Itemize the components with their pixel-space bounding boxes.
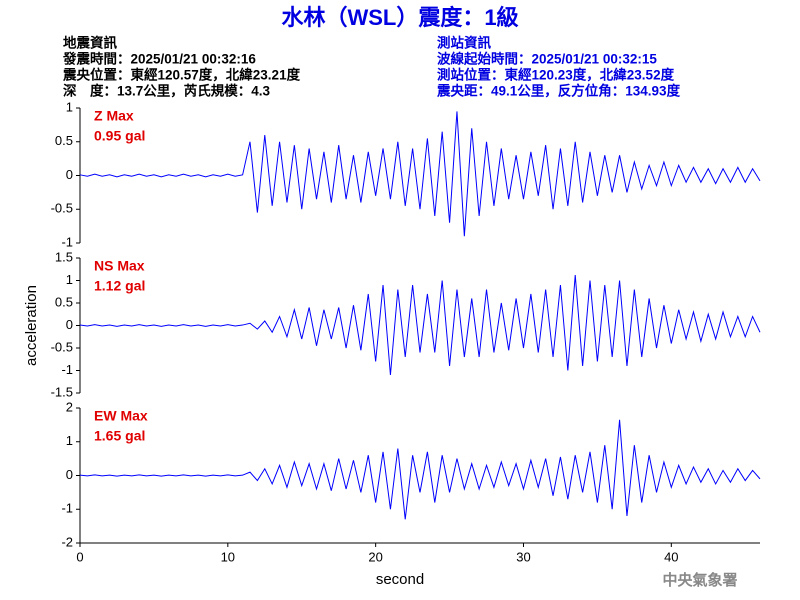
annotation: 1.65 gal — [94, 428, 145, 444]
x-tick-label: 10 — [221, 549, 235, 564]
info-line: 波線起始時間：2025/01/21 00:32:15 — [437, 51, 657, 67]
y-tick-label: 0 — [66, 317, 73, 332]
info-line: 震央位置：東經120.57度，北緯23.21度 — [62, 67, 301, 83]
info-line: 地震資訊 — [63, 35, 117, 51]
x-tick-label: 20 — [368, 549, 382, 564]
waveform — [79, 419, 761, 520]
y-tick-label: 0.5 — [55, 133, 73, 148]
y-tick-label: -1 — [61, 362, 73, 377]
waveform — [79, 275, 761, 376]
y-tick-label: 1 — [66, 272, 73, 287]
annotation: 1.12 gal — [94, 278, 145, 294]
x-axis-label: second — [376, 571, 424, 588]
waveform — [79, 111, 761, 237]
x-tick-label: 40 — [664, 549, 678, 564]
y-axis-label: acceleration — [23, 285, 40, 366]
y-tick-label: -0.5 — [51, 201, 73, 216]
y-tick-label: 1 — [66, 99, 73, 114]
info-line: 發震時間：2025/01/21 00:32:16 — [62, 51, 256, 67]
y-tick-label: 2 — [66, 399, 73, 414]
info-line: 震央距：49.1公里，反方位角：134.93度 — [436, 83, 681, 99]
y-tick-label: -2 — [61, 534, 73, 549]
annotation: NS Max — [94, 258, 145, 274]
y-tick-label: -0.5 — [51, 339, 73, 354]
y-tick-label: 1.5 — [55, 249, 73, 264]
y-tick-label: -1.5 — [51, 384, 73, 399]
y-tick-label: 1 — [66, 433, 73, 448]
y-tick-label: -1 — [61, 501, 73, 516]
annotation: EW Max — [94, 408, 148, 424]
annotation: 0.95 gal — [94, 128, 145, 144]
info-line: 測站資訊 — [437, 35, 491, 51]
y-tick-label: 0 — [66, 167, 73, 182]
y-tick-label: 0 — [66, 467, 73, 482]
x-tick-label: 30 — [516, 549, 530, 564]
info-line: 深 度：13.7公里，芮氏規模：4.3 — [63, 83, 271, 99]
info-line: 測站位置：東經120.23度，北緯23.52度 — [437, 67, 675, 83]
agency: 中央氣象署 — [662, 571, 737, 589]
title: 水林（WSL）震度：1級 — [281, 5, 518, 30]
y-tick-label: -1 — [61, 234, 73, 249]
annotation: Z Max — [94, 108, 134, 124]
x-tick-label: 0 — [76, 549, 83, 564]
y-tick-label: 0.5 — [55, 294, 73, 309]
